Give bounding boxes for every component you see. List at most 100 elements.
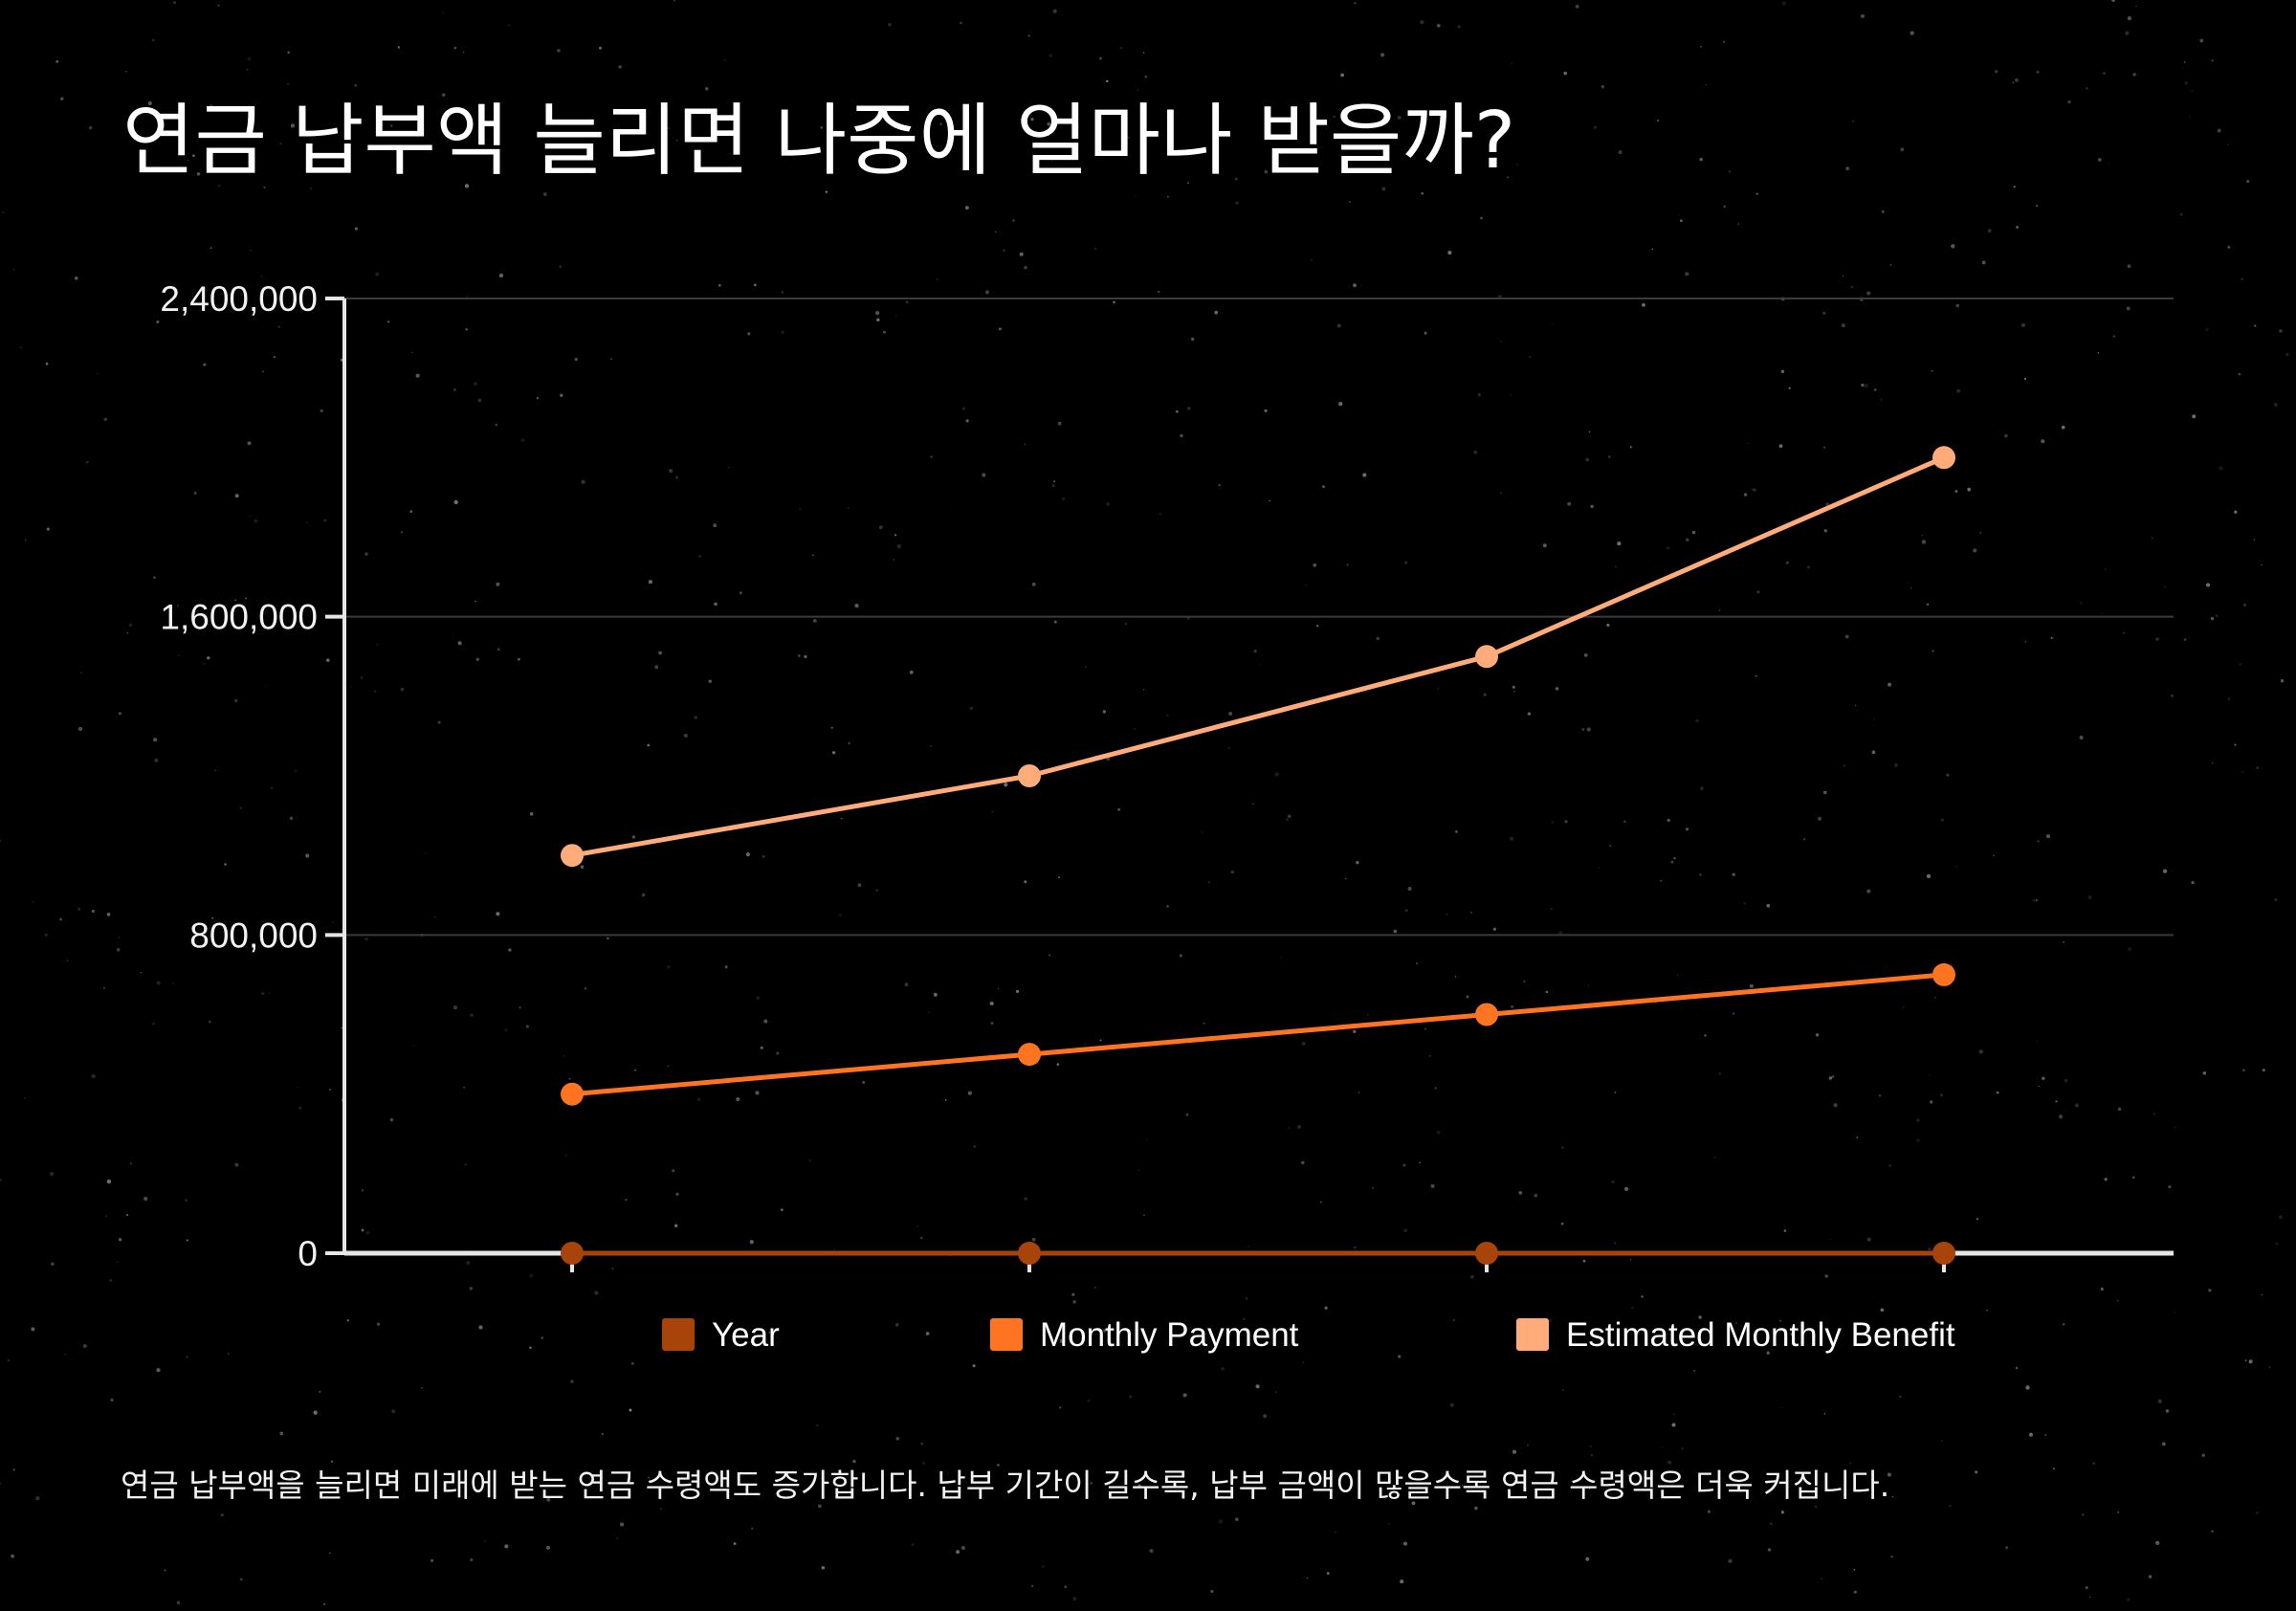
star-speck <box>2024 640 2027 643</box>
star-speck <box>1186 406 1191 410</box>
star-speck <box>1134 195 1137 198</box>
star-speck <box>1996 1091 1999 1094</box>
star-speck <box>1107 79 1109 82</box>
star-speck <box>2234 510 2238 514</box>
star-speck <box>1259 663 1261 666</box>
star-speck <box>2191 90 2194 92</box>
star-speck <box>2052 1468 2055 1470</box>
star-speck <box>1550 907 1553 911</box>
star-speck <box>463 1086 466 1089</box>
star-speck <box>1524 1488 1528 1491</box>
star-speck <box>474 382 477 386</box>
star-speck <box>430 1558 433 1562</box>
star-speck <box>1866 889 1871 894</box>
star-speck <box>2127 1598 2130 1601</box>
star-speck <box>1324 1306 1328 1310</box>
star-speck <box>2037 840 2040 843</box>
star-speck <box>1642 303 1645 307</box>
y-axis: 0 800,000 1,600,000 2,400,000 <box>160 279 346 1273</box>
star-speck <box>309 187 313 190</box>
star-speck <box>391 1409 396 1414</box>
star-speck <box>1071 1292 1075 1296</box>
star-speck <box>2012 81 2015 84</box>
star-speck <box>1430 1183 1435 1188</box>
star-speck <box>364 552 368 556</box>
star-speck <box>1685 538 1689 541</box>
star-speck <box>1354 1 1357 5</box>
star-speck <box>1767 1548 1772 1552</box>
star-speck <box>110 1398 114 1402</box>
star-speck <box>246 68 249 71</box>
star-speck <box>875 889 878 892</box>
star-speck <box>948 145 951 148</box>
star-speck <box>745 851 751 857</box>
star-speck <box>2170 694 2175 697</box>
star-speck <box>24 1097 27 1099</box>
star-speck <box>808 1159 811 1162</box>
star-speck <box>1552 322 1554 325</box>
star-speck <box>2055 1100 2058 1103</box>
star-speck <box>1053 620 1057 624</box>
star-speck <box>234 599 237 602</box>
star-speck <box>79 672 83 674</box>
star-speck <box>2097 158 2102 162</box>
star-speck <box>1930 1100 1933 1104</box>
star-speck <box>1666 545 1670 550</box>
star-speck <box>186 1239 188 1242</box>
star-speck <box>1660 879 1663 882</box>
star-speck <box>1221 1367 1225 1371</box>
star-speck <box>421 1387 423 1389</box>
star-speck <box>1031 583 1036 586</box>
star-speck <box>1125 623 1127 625</box>
star-speck <box>1047 121 1051 126</box>
star-speck <box>1093 247 1097 251</box>
star-speck <box>192 154 195 157</box>
star-speck <box>1356 860 1359 865</box>
star-speck <box>1421 191 1424 195</box>
star-speck <box>177 605 179 607</box>
star-speck <box>2015 1366 2019 1370</box>
star-speck <box>1051 484 1055 488</box>
star-speck <box>207 656 210 660</box>
star-speck <box>1651 248 1654 251</box>
star-speck <box>1778 444 1783 449</box>
star-speck <box>1921 534 1924 537</box>
star-speck <box>2044 1433 2047 1437</box>
star-speck <box>1235 201 1239 205</box>
star-speck <box>1880 1308 1885 1313</box>
star-speck <box>1119 47 1122 50</box>
star-speck <box>1932 650 1934 652</box>
star-speck <box>2162 869 2168 873</box>
star-speck <box>2004 434 2008 438</box>
star-speck <box>2074 1103 2079 1108</box>
star-speck <box>776 1051 780 1055</box>
star-speck <box>109 1278 113 1282</box>
star-speck <box>504 1544 509 1549</box>
star-speck <box>125 1213 129 1217</box>
star-speck <box>1671 1423 1676 1427</box>
data-point <box>1018 764 1041 787</box>
star-speck <box>1934 997 1936 999</box>
star-speck <box>152 1022 155 1026</box>
star-speck <box>2202 1071 2207 1075</box>
star-speck <box>2279 1215 2283 1220</box>
star-speck <box>1657 119 1659 121</box>
star-speck <box>1994 69 1998 74</box>
star-speck <box>1843 764 1845 767</box>
star-speck <box>1608 845 1612 848</box>
star-speck <box>1555 687 1559 691</box>
star-speck <box>1929 1074 1932 1076</box>
star-speck <box>250 249 252 252</box>
y-tick-label: 800,000 <box>189 916 318 955</box>
star-speck <box>1127 136 1131 140</box>
star-speck <box>1398 1355 1402 1358</box>
star-speck <box>611 1267 614 1269</box>
star-speck <box>1333 115 1336 119</box>
star-speck <box>2174 1126 2176 1129</box>
star-speck <box>546 1497 551 1502</box>
star-speck <box>2064 1078 2068 1083</box>
star-speck <box>1691 530 1696 535</box>
star-speck <box>1545 990 1549 994</box>
legend-item: Monthly Payment <box>990 1316 1299 1354</box>
star-speck <box>2042 1076 2045 1080</box>
